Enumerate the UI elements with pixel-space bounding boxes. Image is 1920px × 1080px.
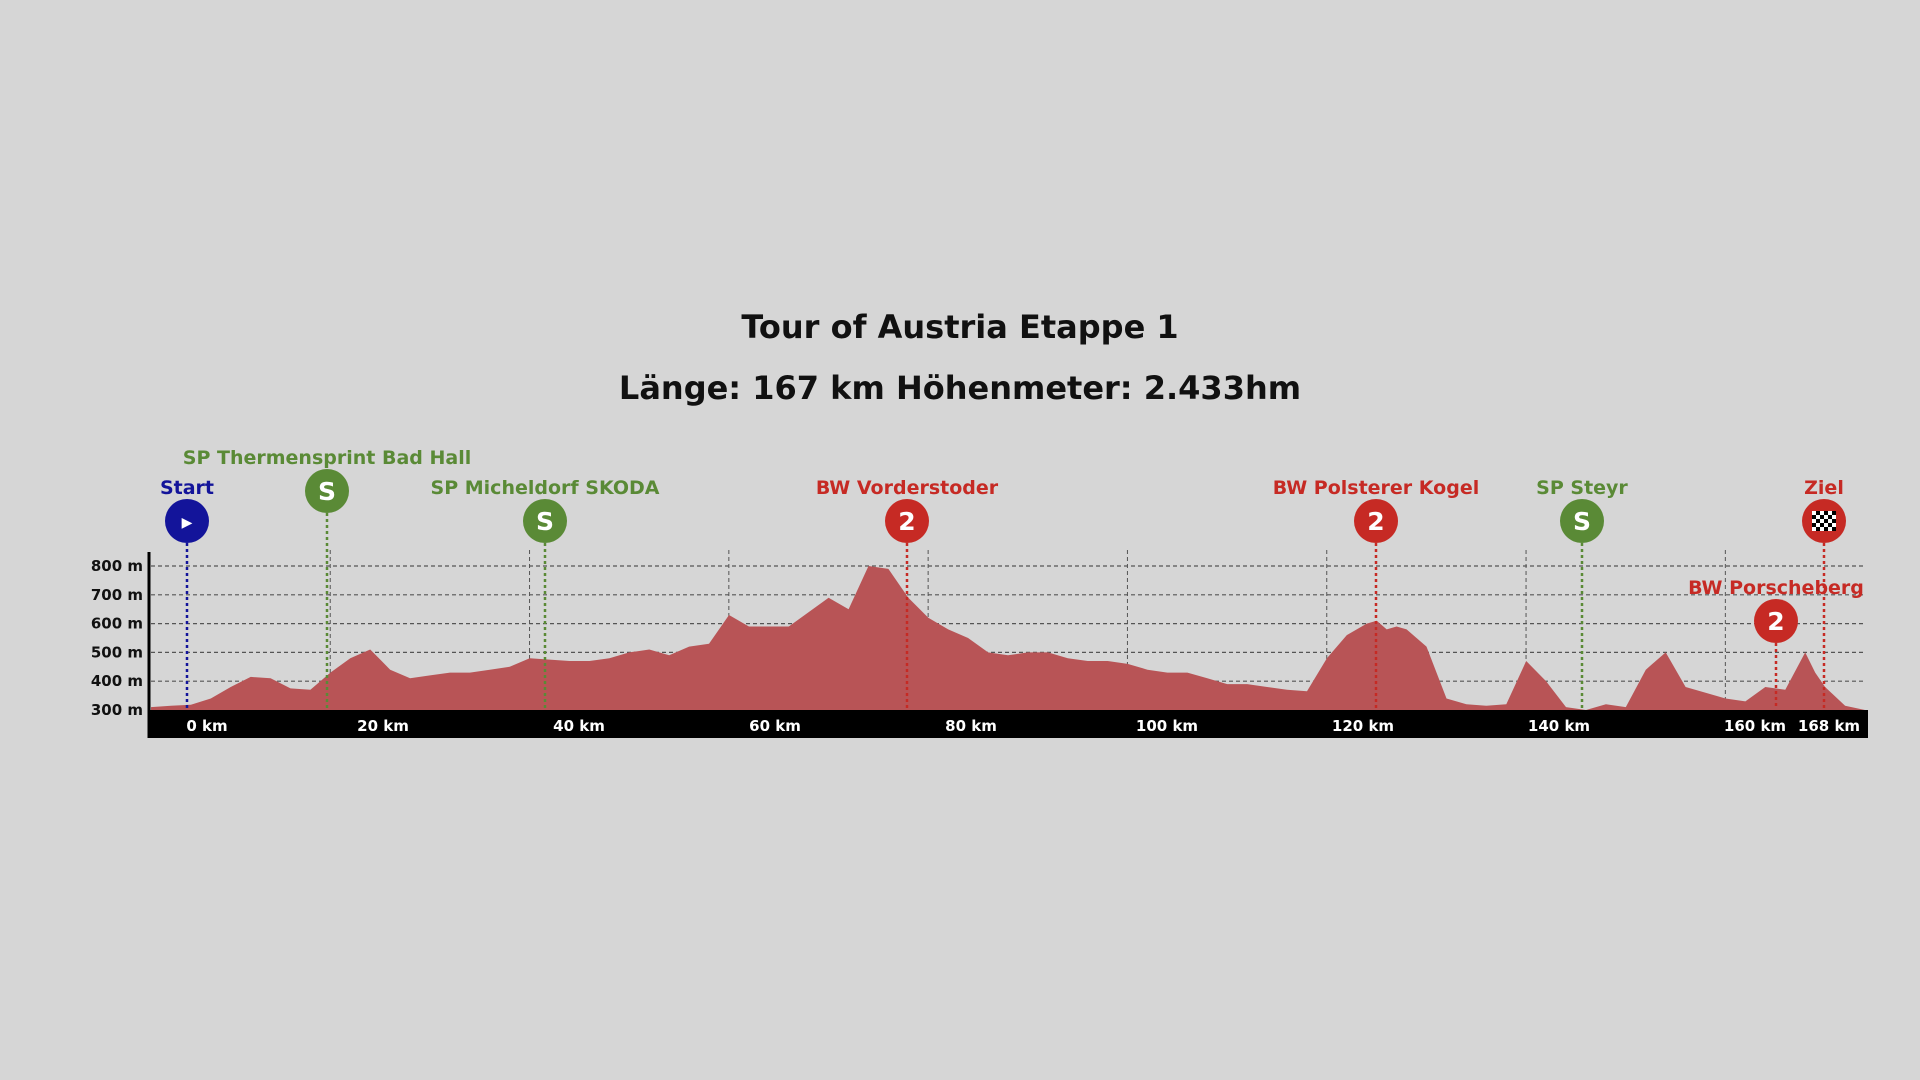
finish-flag-square <box>1832 519 1836 523</box>
finish-flag-square <box>1828 527 1832 531</box>
marker-label: Start <box>160 477 214 499</box>
marker-symbol: 2 <box>898 507 915 536</box>
finish-flag-square <box>1816 519 1820 523</box>
climb-marker-circle <box>885 499 929 543</box>
x-tick-label: 40 km <box>553 717 605 735</box>
finish-flag-square <box>1824 523 1828 527</box>
climb-marker-circle <box>1754 599 1798 643</box>
finish-flag-square <box>1812 519 1816 523</box>
finish-flag-square <box>1812 527 1816 531</box>
marker-symbol: 2 <box>1767 607 1784 636</box>
finish-flag-square <box>1820 527 1824 531</box>
finish-flag-square <box>1812 511 1816 515</box>
finish-flag-square <box>1832 527 1836 531</box>
x-tick-label: 80 km <box>945 717 997 735</box>
x-tick-label: 0 km <box>186 717 227 735</box>
sprint-marker-circle <box>523 499 567 543</box>
marker-label: SP Steyr <box>1536 477 1628 499</box>
y-tick-label: 800 m <box>91 557 143 575</box>
finish-flag-square <box>1832 511 1836 515</box>
x-axis-bar <box>148 710 1868 738</box>
marker-label: SP Thermensprint Bad Hall <box>183 447 471 469</box>
sprint-marker-circle <box>305 469 349 513</box>
finish-flag-square <box>1828 519 1832 523</box>
finish-flag-square <box>1828 515 1832 519</box>
marker-symbol: 2 <box>1367 507 1384 536</box>
finish-flag-square <box>1828 511 1832 515</box>
finish-flag-square <box>1824 515 1828 519</box>
y-tick-label: 500 m <box>91 643 143 661</box>
marker-symbol: S <box>1573 507 1591 536</box>
finish-flag-square <box>1832 515 1836 519</box>
y-tick-label: 700 m <box>91 586 143 604</box>
chart-subtitle: Länge: 167 km Höhenmeter: 2.433hm <box>618 369 1302 407</box>
finish-flag-square <box>1832 523 1836 527</box>
marker-symbol: S <box>318 477 336 506</box>
x-tick-label: 160 km <box>1724 717 1786 735</box>
marker-label: SP Micheldorf SKODA <box>431 477 660 499</box>
marker-label: BW Vorderstoder <box>816 477 999 499</box>
finish-flag-square <box>1824 527 1828 531</box>
finish-flag-square <box>1812 523 1816 527</box>
finish-flag-square <box>1816 527 1820 531</box>
elevation-area <box>151 566 1865 710</box>
y-tick-label: 400 m <box>91 672 143 690</box>
marker-symbol: S <box>536 507 554 536</box>
sprint-marker-circle <box>1560 499 1604 543</box>
x-tick-label: 168 km <box>1798 717 1860 735</box>
finish-flag-square <box>1816 523 1820 527</box>
play-icon: ▶ <box>182 515 193 531</box>
marker-label: BW Polsterer Kogel <box>1273 477 1479 499</box>
finish-flag-square <box>1824 511 1828 515</box>
finish-flag-square <box>1824 519 1828 523</box>
start-marker-circle <box>165 499 209 543</box>
x-tick-label: 20 km <box>357 717 409 735</box>
finish-flag-square <box>1820 523 1824 527</box>
finish-flag-square <box>1812 515 1816 519</box>
finish-flag-square <box>1820 519 1824 523</box>
finish-flag-square <box>1828 523 1832 527</box>
x-tick-label: 140 km <box>1528 717 1590 735</box>
climb-marker-circle <box>1354 499 1398 543</box>
finish-flag-square <box>1816 515 1820 519</box>
finish-flag-square <box>1816 511 1820 515</box>
finish-flag-square <box>1820 511 1824 515</box>
chart-title: Tour of Austria Etappe 1 <box>741 308 1179 346</box>
finish-flag-icon <box>1812 511 1836 531</box>
x-tick-label: 60 km <box>749 717 801 735</box>
marker-label: BW Porscheberg <box>1688 577 1864 599</box>
marker-label: Ziel <box>1804 477 1844 499</box>
finish-flag-square <box>1820 515 1824 519</box>
x-tick-label: 100 km <box>1136 717 1198 735</box>
x-tick-label: 120 km <box>1332 717 1394 735</box>
y-tick-label: 300 m <box>91 701 143 719</box>
y-tick-label: 600 m <box>91 615 143 633</box>
